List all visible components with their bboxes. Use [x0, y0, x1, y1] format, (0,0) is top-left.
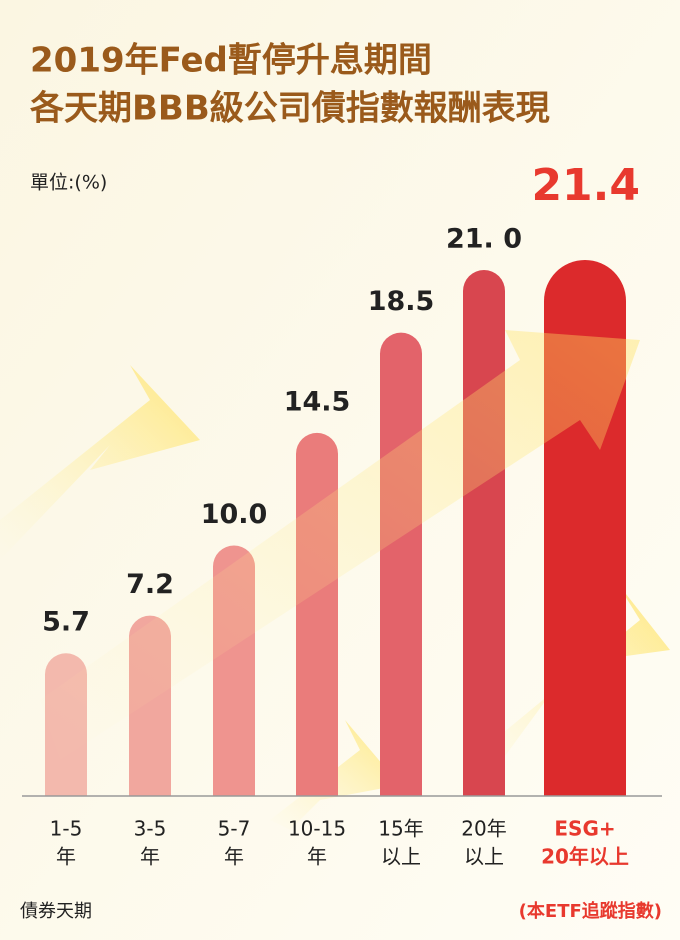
- unit-label: 單位:(%): [30, 172, 107, 194]
- x-tick-label: 15年: [378, 817, 423, 841]
- x-tick-label: 以上: [464, 845, 504, 869]
- value-label: 14.5: [284, 386, 351, 417]
- x-tick-label: 年: [56, 845, 76, 869]
- value-label: 21. 0: [446, 224, 522, 255]
- bar: [296, 432, 338, 796]
- x-tick-label: 年: [224, 845, 244, 869]
- x-tick-label: 20年以上: [541, 845, 629, 869]
- bar: [380, 332, 422, 796]
- x-tick-label: ESG+: [554, 817, 615, 841]
- bar: [463, 270, 505, 796]
- x-tick-label: 20年: [461, 817, 506, 841]
- x-tick-label: 以上: [381, 845, 421, 869]
- x-axis-label: 債券天期: [20, 901, 92, 922]
- x-tick-label: 3-5: [134, 817, 167, 841]
- x-tick-label: 年: [140, 845, 160, 869]
- value-label: 21.4: [531, 160, 640, 211]
- note: (本ETF追蹤指數): [519, 900, 662, 922]
- arrows-overlay: [40, 330, 640, 760]
- chart-title: 各天期BBB級公司債指數報酬表現: [30, 89, 550, 129]
- x-tick-label: 10-15: [288, 817, 346, 841]
- x-tick-label: 年: [307, 845, 327, 869]
- value-label: 10.0: [201, 499, 268, 530]
- value-label: 5.7: [42, 607, 90, 638]
- chart-title: 2019年Fed暫停升息期間: [30, 41, 432, 81]
- value-label: 18.5: [368, 286, 435, 317]
- x-tick-label: 1-5: [50, 817, 83, 841]
- value-label: 7.2: [126, 569, 174, 600]
- x-tick-label: 5-7: [218, 817, 251, 841]
